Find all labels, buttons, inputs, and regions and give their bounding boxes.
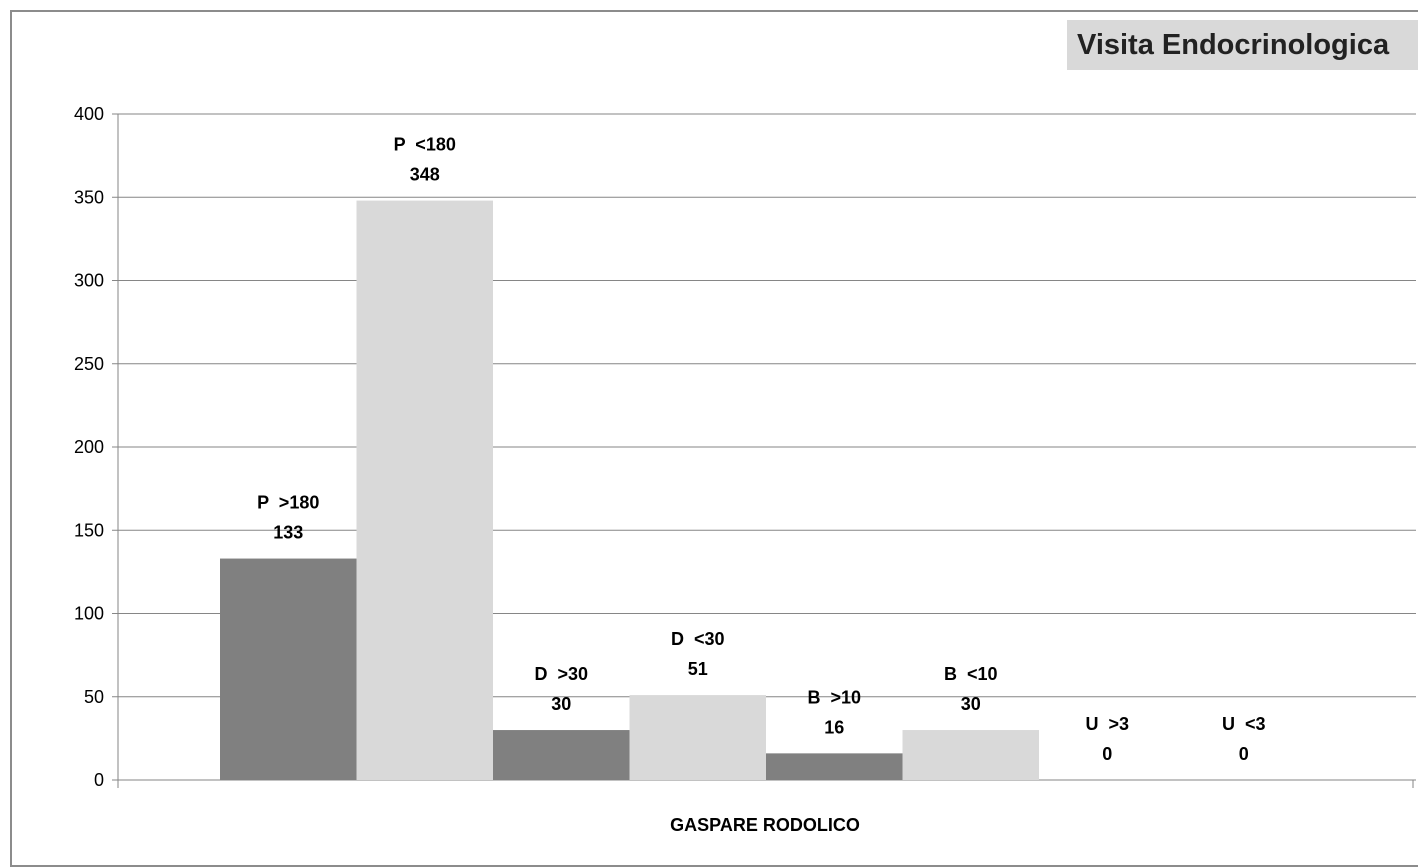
y-tick-label: 100: [74, 604, 104, 624]
data-label-category: U <3: [1222, 714, 1266, 734]
data-label-category: B <10: [944, 664, 998, 684]
bar: [629, 695, 766, 780]
bars: [220, 200, 1039, 780]
y-tick-label: 50: [84, 687, 104, 707]
data-labels: P >180 133 P <180 348 D >30 30 D <30 51 B >10 16 B…: [257, 135, 1265, 764]
y-tick-label: 200: [74, 437, 104, 457]
data-label-value: 133: [273, 523, 303, 543]
bar: [493, 730, 630, 780]
y-tick-label: 0: [94, 770, 104, 790]
y-tick-label: 300: [74, 271, 104, 291]
data-label-value: 51: [688, 659, 708, 679]
bar: [766, 753, 903, 780]
data-label-value: 0: [1239, 744, 1249, 764]
data-label-value: 30: [961, 694, 981, 714]
bar: [356, 200, 493, 780]
bar: [902, 730, 1039, 780]
data-label-value: 30: [551, 694, 571, 714]
data-label-value: 16: [824, 717, 844, 737]
y-tick-label: 150: [74, 520, 104, 540]
data-label-value: 0: [1102, 744, 1112, 764]
y-tick-label: 250: [74, 354, 104, 374]
bar: [220, 558, 357, 780]
data-label-category: D >30: [534, 664, 588, 684]
data-label-category: B >10: [807, 687, 861, 707]
data-label-category: D <30: [671, 629, 725, 649]
chart-title: Visita Endocrinologica: [1067, 20, 1418, 70]
data-label-category: U >3: [1085, 714, 1129, 734]
data-label-value: 348: [410, 165, 440, 185]
data-label-category: P <180: [394, 135, 456, 155]
y-tick-label: 400: [74, 104, 104, 124]
y-tick-label: 350: [74, 187, 104, 207]
x-axis-label: GASPARE RODOLICO: [670, 815, 860, 835]
y-tick-labels: 0 50 100 150 200 250 300 350 400: [74, 104, 104, 790]
data-label-category: P >180: [257, 493, 319, 513]
